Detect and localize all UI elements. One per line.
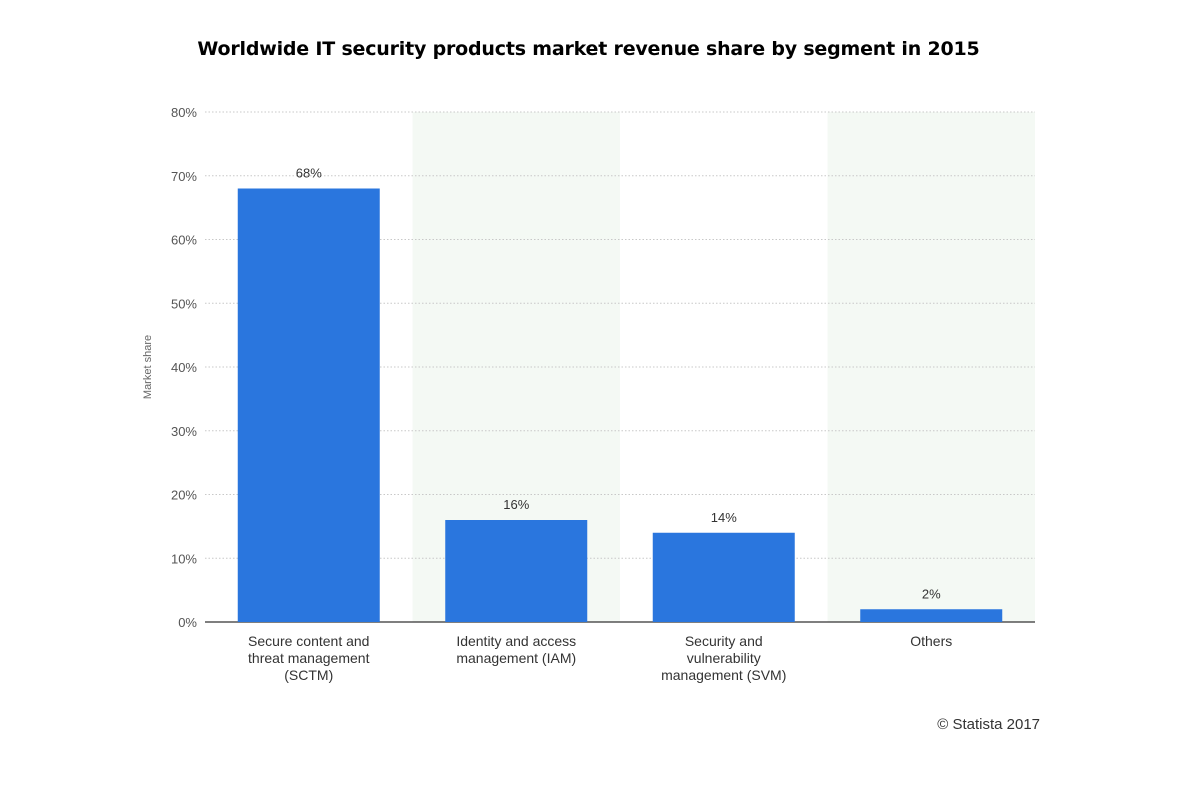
x-tick-label: vulnerability bbox=[687, 650, 761, 666]
x-tick-label: (SCTM) bbox=[284, 667, 333, 683]
y-tick-label: 50% bbox=[171, 296, 197, 311]
x-tick-label: threat management bbox=[248, 650, 370, 666]
bar bbox=[237, 188, 380, 622]
data-label: 16% bbox=[503, 497, 529, 512]
data-label: 14% bbox=[711, 510, 737, 525]
y-tick-label: 20% bbox=[171, 488, 197, 503]
chart-title: Worldwide IT security products market re… bbox=[197, 38, 980, 60]
x-tick-label: management (SVM) bbox=[661, 667, 786, 683]
bar bbox=[445, 520, 588, 622]
y-tick-label: 70% bbox=[171, 169, 197, 184]
x-tick-label: Others bbox=[910, 633, 952, 649]
credit-text: © Statista 2017 bbox=[937, 716, 1040, 733]
x-tick-label: management (IAM) bbox=[456, 650, 576, 666]
y-tick-label: 60% bbox=[171, 233, 197, 248]
y-axis-title: Market share bbox=[142, 335, 154, 399]
x-tick-label: Secure content and bbox=[248, 633, 369, 649]
y-tick-label: 30% bbox=[171, 424, 197, 439]
y-tick-label: 10% bbox=[171, 551, 197, 566]
data-label: 68% bbox=[296, 166, 322, 181]
bar bbox=[652, 532, 795, 622]
bar bbox=[860, 609, 1003, 622]
y-tick-label: 80% bbox=[171, 105, 197, 120]
y-tick-label: 0% bbox=[178, 615, 197, 630]
data-label: 2% bbox=[922, 586, 941, 601]
x-tick-label: Security and bbox=[685, 633, 763, 649]
x-tick-label: Identity and access bbox=[456, 633, 576, 649]
y-tick-label: 40% bbox=[171, 360, 197, 375]
